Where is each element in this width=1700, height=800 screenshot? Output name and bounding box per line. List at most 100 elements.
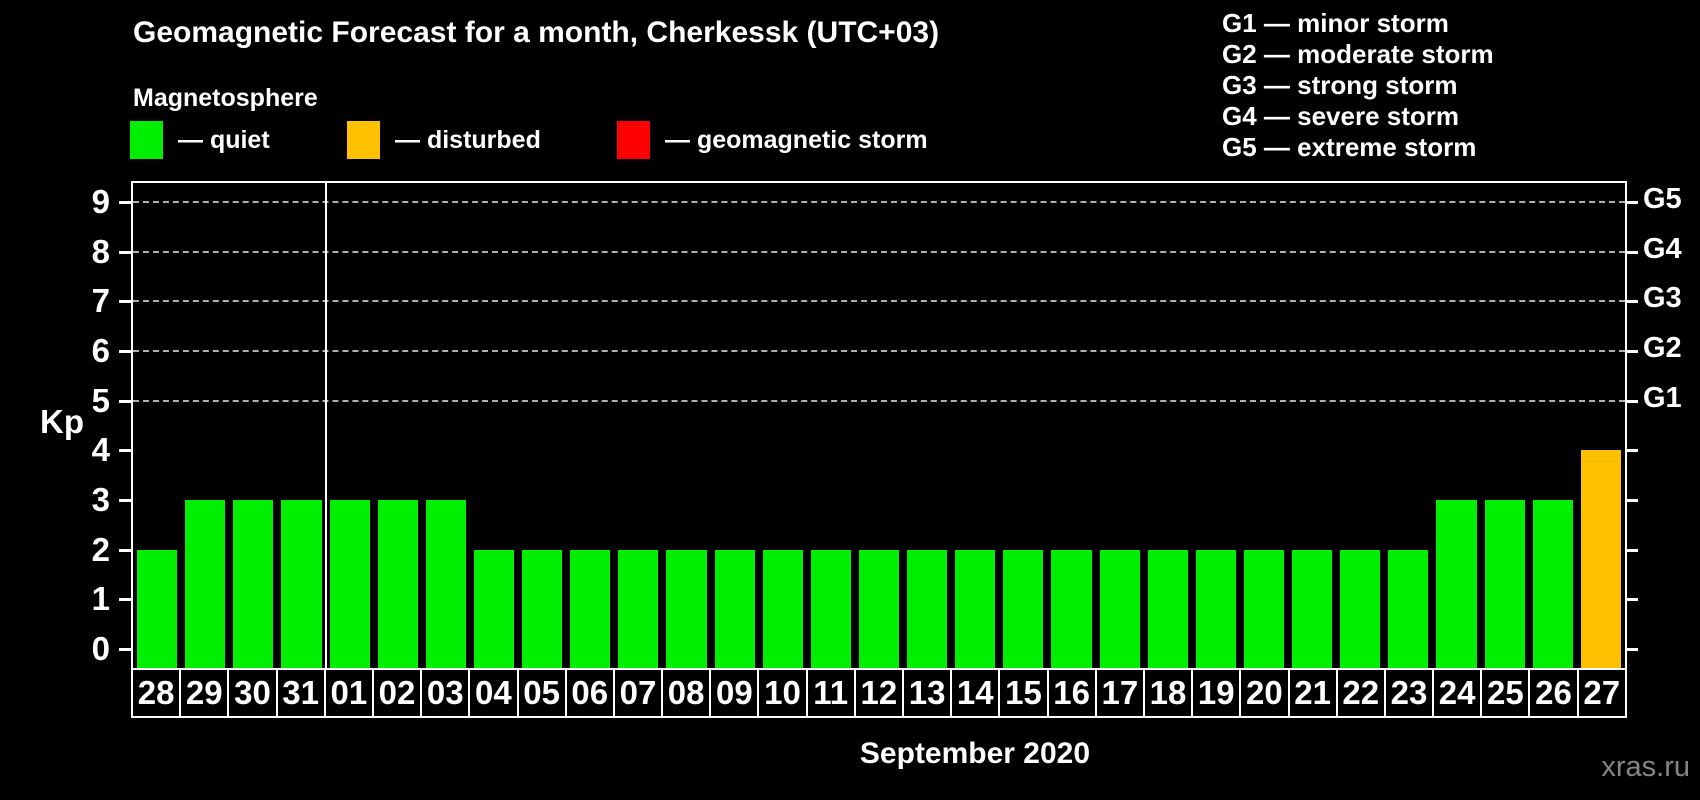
day-label-26: 26 — [1528, 670, 1576, 716]
plot-area — [133, 183, 1625, 668]
bar-day-15 — [1003, 549, 1044, 668]
bar-day-22 — [1340, 549, 1381, 668]
day-label-11: 11 — [805, 670, 854, 716]
storm-scale-line-4: G4 — severe storm — [1222, 101, 1460, 131]
kp-tick-label-0: 0 — [91, 630, 110, 667]
kp-tick-right-1 — [1625, 598, 1638, 602]
gridline-kp-9 — [133, 201, 1625, 204]
day-label-17: 17 — [1094, 670, 1143, 716]
kp-tick-left-0 — [119, 648, 132, 651]
day-label-04: 04 — [468, 670, 516, 716]
day-label-30: 30 — [227, 670, 275, 716]
kp-tick-left-3 — [119, 499, 132, 503]
g-scale-label-G4: G4 — [1643, 232, 1682, 265]
kp-tick-right-9 — [1625, 201, 1638, 205]
day-label-10: 10 — [757, 670, 805, 716]
day-label-20: 20 — [1239, 670, 1287, 716]
kp-tick-label-1: 1 — [91, 580, 110, 618]
day-label-21: 21 — [1287, 670, 1336, 716]
day-label-25: 25 — [1480, 670, 1528, 716]
kp-tick-right-5 — [1625, 399, 1638, 403]
storm-scale-line-5: G5 — extreme storm — [1222, 132, 1477, 162]
bar-day-01 — [329, 500, 370, 668]
storm-scale-line-2: G2 — moderate storm — [1222, 39, 1494, 69]
legend-item-disturbed: — disturbed — [347, 119, 541, 161]
gridline-kp-5 — [133, 399, 1625, 402]
kp-tick-left-2 — [119, 548, 132, 552]
watermark-xras: xras.ru — [1601, 751, 1690, 783]
kp-tick-label-4: 4 — [91, 431, 110, 469]
kp-tick-label-5: 5 — [91, 381, 110, 419]
day-label-09: 09 — [709, 670, 757, 716]
kp-tick-left-5 — [119, 399, 132, 403]
storm-scale-line-3: G3 — strong storm — [1222, 70, 1458, 100]
day-label-29: 29 — [179, 670, 227, 716]
day-label-28: 28 — [137, 674, 175, 711]
x-axis-month-label: September 2020 — [859, 737, 1091, 770]
kp-tick-left-8 — [119, 250, 132, 254]
day-label-23: 23 — [1383, 670, 1432, 716]
day-label-02: 02 — [371, 670, 420, 716]
day-label-13: 13 — [902, 670, 950, 716]
day-label-31: 31 — [275, 670, 324, 716]
chart-subtitle: Magnetosphere — [133, 84, 318, 112]
legend-item-geomagnetic-storm: — geomagnetic storm — [617, 119, 928, 161]
legend-swatch-geomagnetic-storm-icon — [617, 121, 650, 159]
kp-tick-label-6: 6 — [91, 332, 110, 370]
kp-tick-right-2 — [1625, 548, 1638, 552]
day-label-14: 14 — [950, 670, 998, 716]
bar-day-02 — [377, 500, 418, 668]
g-scale-label-G2: G2 — [1643, 332, 1682, 365]
legend-label-quiet: — quiet — [178, 125, 270, 154]
kp-tick-left-7 — [119, 300, 132, 304]
day-label-03: 03 — [420, 670, 468, 716]
kp-tick-left-9 — [119, 201, 132, 205]
kp-tick-label-2: 2 — [91, 530, 110, 568]
bar-day-28 — [137, 549, 178, 668]
storm-scale-legend: G1 — minor storm G2 — moderate storm G3 — … — [1222, 8, 1494, 163]
legend-label-geomagnetic-storm: — geomagnetic storm — [665, 125, 928, 154]
gridline-kp-6 — [133, 350, 1625, 353]
bar-day-31 — [281, 500, 322, 668]
storm-scale-line-1: G1 — minor storm — [1222, 8, 1449, 38]
month-separator-line — [324, 183, 327, 668]
bar-day-30 — [233, 500, 274, 668]
day-label-01: 01 — [323, 670, 372, 716]
legend-swatch-quiet-icon — [130, 121, 163, 159]
kp-tick-right-6 — [1625, 350, 1638, 354]
bar-day-16 — [1051, 549, 1092, 668]
bar-day-12 — [858, 549, 900, 668]
bar-day-20 — [1243, 549, 1285, 668]
bar-day-17 — [1099, 549, 1140, 668]
gridline-kp-7 — [133, 300, 1625, 303]
day-label-16: 16 — [1046, 670, 1095, 716]
bar-day-24 — [1436, 500, 1477, 668]
bar-day-18 — [1147, 549, 1188, 668]
kp-tick-label-3: 3 — [91, 481, 110, 519]
kp-tick-right-8 — [1625, 250, 1638, 254]
bar-day-13 — [907, 549, 948, 668]
bar-day-26 — [1532, 500, 1573, 668]
bar-day-03 — [425, 500, 466, 668]
kp-tick-label-9: 9 — [91, 183, 110, 221]
day-label-27: 27 — [1576, 670, 1625, 716]
bar-day-27 — [1580, 450, 1621, 668]
gridline-kp-8 — [133, 250, 1625, 253]
kp-tick-right-3 — [1625, 499, 1638, 503]
kp-tick-right-4 — [1625, 449, 1638, 453]
bar-day-05 — [522, 549, 563, 668]
kp-tick-left-1 — [119, 598, 132, 602]
kp-tick-left-6 — [119, 350, 132, 354]
bar-day-21 — [1292, 549, 1333, 668]
kp-tick-right-7 — [1625, 300, 1638, 304]
g-scale-label-G5: G5 — [1643, 183, 1682, 216]
day-label-15: 15 — [998, 670, 1046, 716]
plot-frame — [131, 181, 1627, 668]
bar-day-08 — [666, 549, 707, 668]
legend-swatch-disturbed-icon — [347, 121, 380, 159]
bar-day-29 — [185, 500, 226, 668]
g-scale-label-G1: G1 — [1643, 381, 1682, 414]
bar-day-06 — [570, 549, 611, 668]
bar-day-09 — [714, 549, 755, 668]
bar-day-14 — [955, 549, 996, 668]
